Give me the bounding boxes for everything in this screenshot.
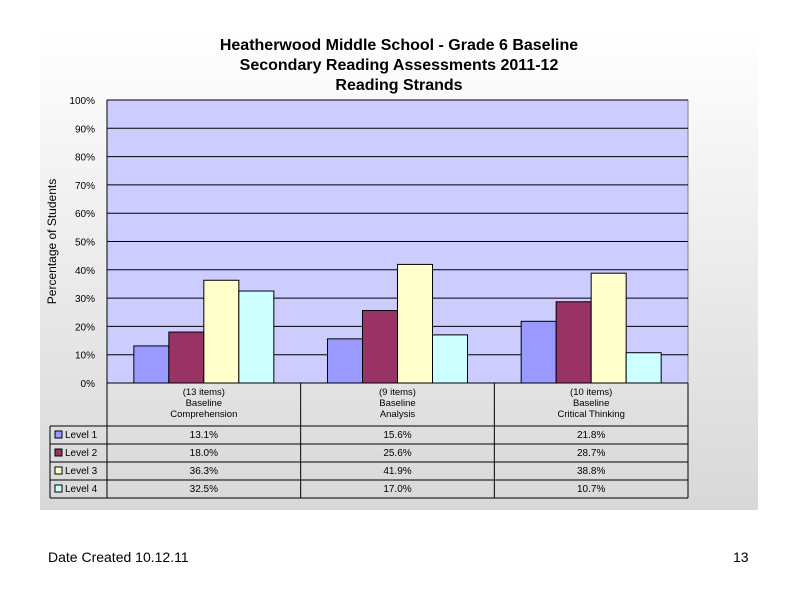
legend-label: Level 4 bbox=[65, 484, 98, 495]
data-table-value: 41.9% bbox=[383, 466, 411, 477]
data-table-value: 32.5% bbox=[190, 484, 218, 495]
chart-title-line-2: Secondary Reading Assessments 2011-12 bbox=[239, 57, 559, 74]
legend-key-level-4 bbox=[54, 484, 63, 493]
x-category-label: (9 items) bbox=[379, 387, 416, 398]
bar-level-1 bbox=[133, 345, 170, 384]
y-tick-label: 50% bbox=[75, 238, 95, 249]
bar-level-3 bbox=[203, 279, 240, 384]
data-table-value: 36.3% bbox=[190, 466, 218, 477]
x-category-label: (10 items) bbox=[570, 387, 612, 398]
y-tick-label: 100% bbox=[69, 96, 95, 107]
bar-level-1 bbox=[520, 320, 557, 384]
legend-label: Level 3 bbox=[65, 466, 98, 477]
chart-svg: 0% 10% 20% 30% 40% 50% 60% 70% 80% 90% 100% Percent… bbox=[45, 96, 689, 499]
chart-title-line-1: Heatherwood Middle School - Grade 6 Base… bbox=[219, 37, 579, 54]
footer-page-number: 13 bbox=[733, 549, 749, 565]
x-category-label: Baseline bbox=[186, 398, 222, 409]
data-table-value: 18.0% bbox=[190, 448, 218, 459]
legend-key-level-2 bbox=[54, 448, 63, 457]
legend-key-level-1 bbox=[54, 430, 63, 439]
y-tick-label: 40% bbox=[75, 266, 95, 277]
x-category-label: Baseline bbox=[573, 398, 609, 409]
x-category-label: Critical Thinking bbox=[557, 409, 624, 420]
data-table-value: 10.7% bbox=[577, 484, 605, 495]
x-category-label: (13 items) bbox=[183, 387, 225, 398]
legend-label: Level 1 bbox=[65, 430, 98, 441]
y-tick-label: 10% bbox=[75, 351, 95, 362]
x-category-label: Comprehension bbox=[170, 409, 237, 420]
data-table-value: 21.8% bbox=[577, 430, 605, 441]
data-table-value: 28.7% bbox=[577, 448, 605, 459]
bar-level-2 bbox=[168, 331, 205, 384]
data-table-value: 13.1% bbox=[190, 430, 218, 441]
bar-level-4 bbox=[625, 352, 662, 384]
y-tick-label: 80% bbox=[75, 153, 95, 164]
y-tick-label: 20% bbox=[75, 322, 95, 333]
bar-level-1 bbox=[327, 338, 363, 384]
x-category-label: Baseline bbox=[379, 398, 415, 409]
chart-title-line-3: Reading Strands bbox=[335, 77, 463, 94]
data-table-value: 25.6% bbox=[383, 448, 411, 459]
footer-date-created: Date Created 10.12.11 bbox=[48, 549, 189, 565]
y-tick-label: 70% bbox=[75, 181, 95, 192]
y-tick-label: 90% bbox=[75, 124, 95, 135]
bar-level-4 bbox=[432, 334, 468, 384]
x-category-label: Analysis bbox=[380, 409, 416, 420]
data-table-value: 17.0% bbox=[383, 484, 411, 495]
legend-key-level-3 bbox=[54, 466, 63, 475]
y-tick-label: 60% bbox=[75, 209, 95, 220]
bar-level-2 bbox=[555, 301, 592, 384]
y-axis-label: Percentage of Students bbox=[45, 179, 59, 304]
bar-level-4 bbox=[238, 290, 275, 384]
data-table-value: 15.6% bbox=[383, 430, 411, 441]
y-tick-label: 0% bbox=[81, 379, 96, 390]
legend-label: Level 2 bbox=[65, 448, 98, 459]
data-table-value: 38.8% bbox=[577, 466, 605, 477]
y-tick-label: 30% bbox=[75, 294, 95, 305]
bar-level-2 bbox=[362, 310, 398, 384]
bar-level-3 bbox=[590, 272, 627, 384]
chart-frame: Heatherwood Middle School - Grade 6 Base… bbox=[40, 25, 758, 510]
bar-level-3 bbox=[397, 263, 433, 384]
